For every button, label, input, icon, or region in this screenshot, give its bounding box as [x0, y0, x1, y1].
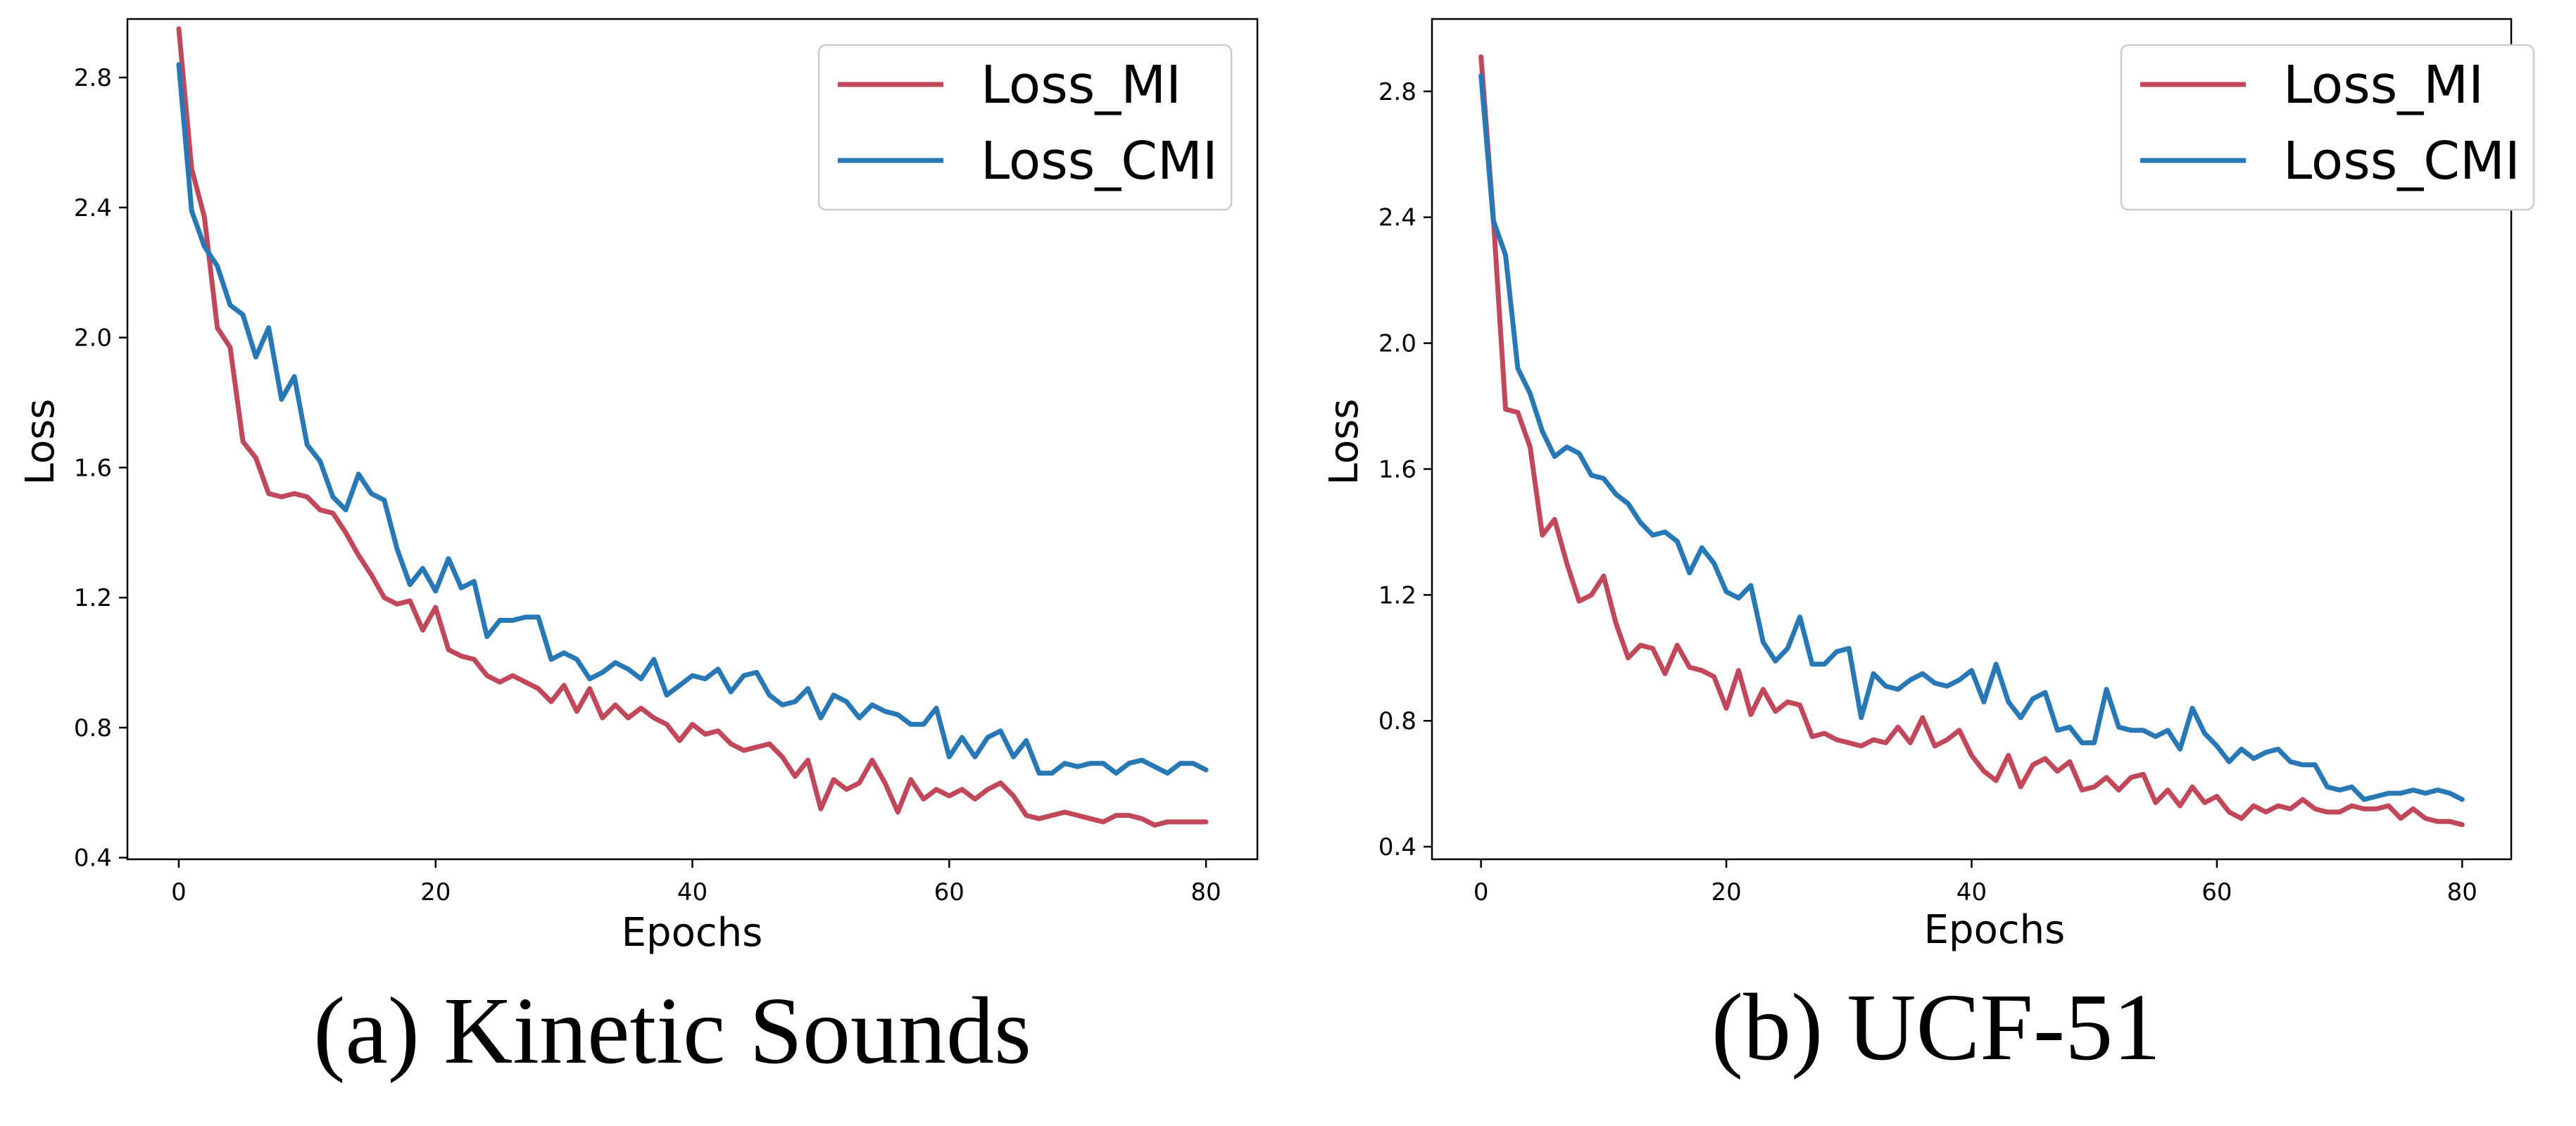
x-tick-label: 40	[1956, 878, 1987, 906]
x-tick-label: 0	[1474, 878, 1489, 906]
series-line-loss-mi	[1478, 54, 2465, 828]
legend: Loss_MI Loss_CMI	[2120, 44, 2535, 211]
legend-label-loss-cmi: Loss_CMI	[981, 131, 1218, 191]
series-line-loss-mi	[176, 26, 1209, 828]
caption-b: (b) UCF-51	[1711, 975, 2161, 1080]
plot-frame	[126, 18, 1259, 861]
x-tick-label: 60	[934, 878, 965, 906]
y-tick-label: 1.2	[1378, 581, 1416, 609]
x-tick-label: 20	[420, 878, 451, 906]
x-tick-label: 80	[1190, 878, 1221, 906]
y-tick-label: 0.4	[1378, 833, 1416, 861]
chart-panel-ucf-51: 0.4 0.8 1.2 1.6 2.0 2.4 2.8 0 20 40 60 80 Epochs L…	[1321, 18, 2535, 1080]
y-axis-title: Loss	[18, 399, 63, 486]
y-tick-label: 0.8	[1378, 707, 1416, 735]
y-tick-label: 2.0	[1378, 330, 1416, 358]
legend: Loss_MI Loss_CMI	[817, 44, 1233, 211]
y-axis-title: Loss	[1321, 399, 1367, 486]
plot-frame	[1431, 18, 2513, 861]
x-axis-ticks: 0 20 40 60 80	[1474, 859, 2477, 906]
x-axis-title: Epochs	[1924, 907, 2066, 953]
y-tick-label: 1.6	[74, 454, 112, 482]
legend-label-loss-mi: Loss_MI	[981, 55, 1181, 115]
y-tick-label: 2.8	[1378, 78, 1416, 106]
x-axis-title: Epochs	[622, 910, 763, 956]
y-axis-ticks: 0.4 0.8 1.2 1.6 2.0 2.4 2.8	[74, 64, 127, 873]
y-axis-ticks: 0.4 0.8 1.2 1.6 2.0 2.4 2.8	[1378, 78, 1432, 861]
x-tick-label: 40	[677, 878, 708, 906]
x-tick-label: 20	[1711, 878, 1741, 906]
legend-label-loss-cmi: Loss_CMI	[2283, 131, 2520, 191]
y-tick-label: 2.8	[74, 64, 112, 92]
x-tick-label: 80	[2447, 878, 2477, 906]
plot-lines	[176, 26, 1209, 828]
x-tick-label: 0	[171, 878, 187, 906]
series-line-loss-cmi	[1478, 73, 2465, 802]
legend-label-loss-mi: Loss_MI	[2283, 55, 2484, 115]
x-axis-ticks: 0 20 40 60 80	[171, 859, 1221, 906]
y-tick-label: 2.4	[1378, 204, 1416, 232]
y-tick-label: 1.6	[1378, 455, 1416, 483]
plot-lines	[1478, 54, 2465, 828]
y-tick-label: 1.2	[74, 584, 112, 612]
y-tick-label: 0.8	[74, 714, 112, 742]
y-tick-label: 0.4	[74, 844, 112, 873]
x-tick-label: 60	[2201, 878, 2232, 906]
y-tick-label: 2.0	[74, 324, 112, 353]
caption-a: (a) Kinetic Sounds	[313, 978, 1031, 1084]
series-line-loss-cmi	[176, 62, 1209, 776]
y-tick-label: 2.4	[74, 194, 112, 222]
chart-panel-kinetic-sounds: 0.4 0.8 1.2 1.6 2.0 2.4 2.8 0 20 40 60 80 Epochs L…	[18, 18, 1259, 1084]
